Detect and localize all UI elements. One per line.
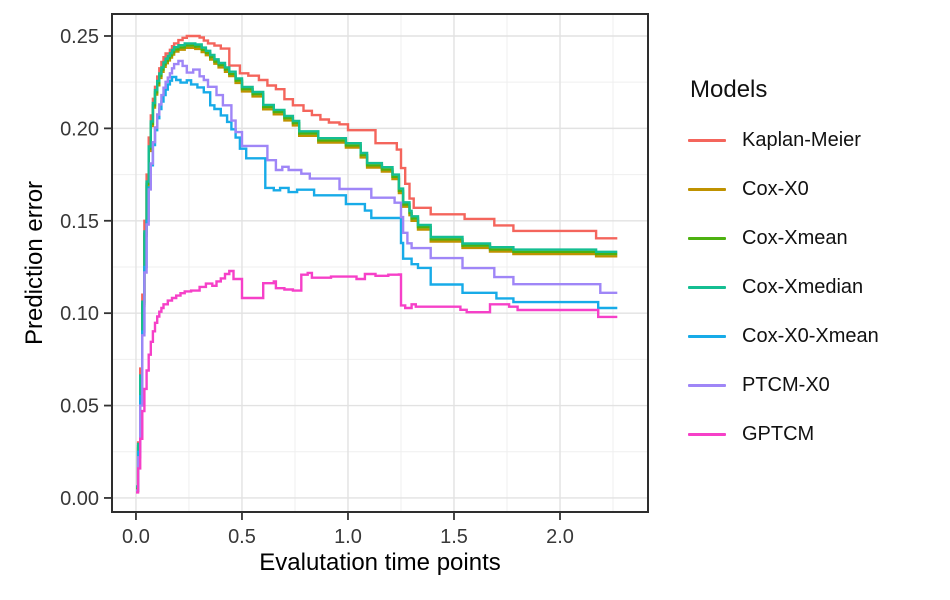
legend-label: Cox-X0 xyxy=(742,178,809,200)
x-tick-label: 2.0 xyxy=(546,526,574,548)
gridlines-minor xyxy=(112,14,648,512)
x-tick-label: 1.5 xyxy=(440,526,468,548)
legend-line-swatch xyxy=(688,432,726,437)
legend-key xyxy=(688,187,726,192)
legend-item-cox-x0: Cox-X0 xyxy=(688,165,938,214)
legend-line-swatch xyxy=(688,285,726,290)
legend-label: Cox-Xmedian xyxy=(742,276,864,298)
legend-line-swatch xyxy=(688,334,726,339)
legend-label: Cox-Xmean xyxy=(742,227,848,249)
x-tick-label: 0.0 xyxy=(122,526,150,548)
x-tick-label: 1.0 xyxy=(334,526,362,548)
legend-item-ptcm-x0: PTCM-X0 xyxy=(688,361,938,410)
gridlines-major xyxy=(112,14,648,512)
y-tick-label: 0.10 xyxy=(60,303,99,325)
legend-key xyxy=(688,285,726,290)
legend-key xyxy=(688,432,726,437)
legend-label: PTCM-X0 xyxy=(742,374,830,396)
legend-title: Models xyxy=(690,76,768,103)
axis-ticks xyxy=(104,35,561,520)
series-line-ptcm-x0 xyxy=(136,59,618,492)
legend-label: Kaplan-Meier xyxy=(742,129,861,151)
legend-item-kaplan-meier: Kaplan-Meier xyxy=(688,116,938,165)
legend-line-swatch xyxy=(688,187,726,192)
legend-line-swatch xyxy=(688,383,726,388)
legend-item-cox-xmedian: Cox-Xmedian xyxy=(688,263,938,312)
x-axis-title: Evalutation time points xyxy=(259,549,501,576)
legend-key xyxy=(688,138,726,143)
legend-item-cox-x0-xmean: Cox-X0-Xmean xyxy=(688,312,938,361)
legend-label: GPTCM xyxy=(742,423,815,445)
legend-label: Cox-X0-Xmean xyxy=(742,325,879,347)
legend-key xyxy=(688,383,726,388)
legend-line-swatch xyxy=(688,236,726,241)
y-tick-label: 0.20 xyxy=(60,118,99,140)
y-tick-label: 0.15 xyxy=(60,211,99,233)
y-tick-label: 0.25 xyxy=(60,26,99,48)
legend-item-cox-xmean: Cox-Xmean xyxy=(688,214,938,263)
plot-panel xyxy=(112,14,648,512)
legend: Models Kaplan-Meier Cox-X0 Cox-Xmean Cox… xyxy=(688,76,938,459)
y-tick-label: 0.05 xyxy=(60,396,99,418)
panel-border xyxy=(111,13,649,513)
y-tick-labels: 0.00 0.05 0.10 0.15 0.20 0.25 xyxy=(60,26,99,510)
legend-line-swatch xyxy=(688,138,726,143)
legend-key xyxy=(688,236,726,241)
legend-key xyxy=(688,334,726,339)
x-tick-label: 0.5 xyxy=(228,526,256,548)
y-tick-label: 0.00 xyxy=(60,488,99,510)
y-axis-title: Prediction error xyxy=(21,180,48,346)
x-tick-labels: 0.0 0.5 1.0 1.5 2.0 xyxy=(122,526,574,548)
series-lines xyxy=(136,34,618,494)
series-line-cox-xmedian xyxy=(136,42,618,488)
series-line-gptcm xyxy=(136,269,618,494)
legend-item-gptcm: GPTCM xyxy=(688,410,938,459)
